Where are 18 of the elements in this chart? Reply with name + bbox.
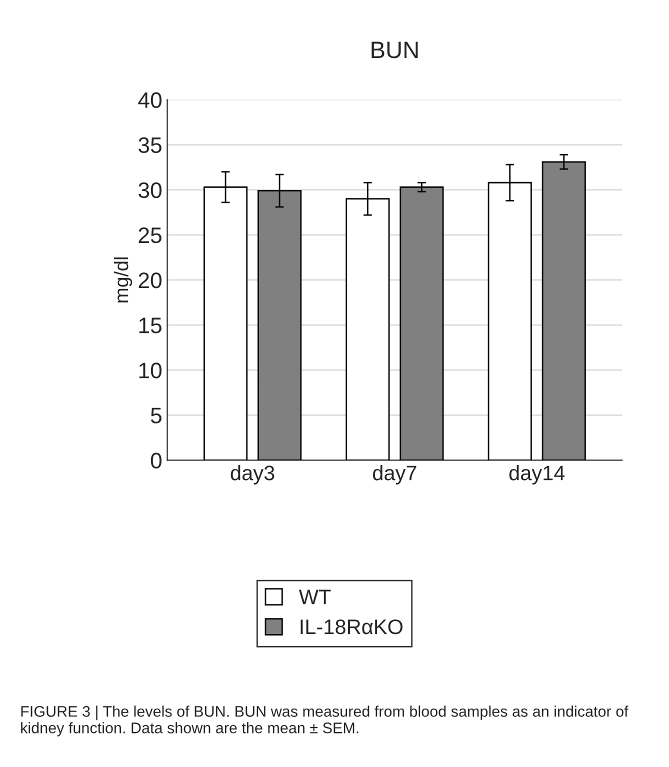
y-tick-label: 20 [138,272,162,288]
bar [400,186,444,460]
y-tick-label: 40 [138,92,162,108]
y-tick-label: 15 [139,318,162,334]
y-tick-label: 5 [150,408,162,424]
x-tick-label: day7 [373,465,416,484]
legend-label: IL-18RαKO [300,619,403,634]
y-tick-label: 0 [150,452,162,468]
y-axis-title: mg/dl [114,257,132,302]
x-tick-label: day14 [509,465,565,484]
x-tick-label: day3 [230,465,274,484]
caption: FIGURE 3 | The levels of BUN. BUN was measured from blood samples as an indicator of kidney function. Data shown are the mean ± SEM. [21,706,628,736]
y-tick-label: 35 [138,137,162,154]
y-tick-label: 25 [138,227,162,244]
y-tick-label: 30 [138,182,162,198]
chart-title: BUN [372,42,418,58]
y-tick-label: 10 [139,362,162,378]
legend-label: WT [298,590,331,604]
